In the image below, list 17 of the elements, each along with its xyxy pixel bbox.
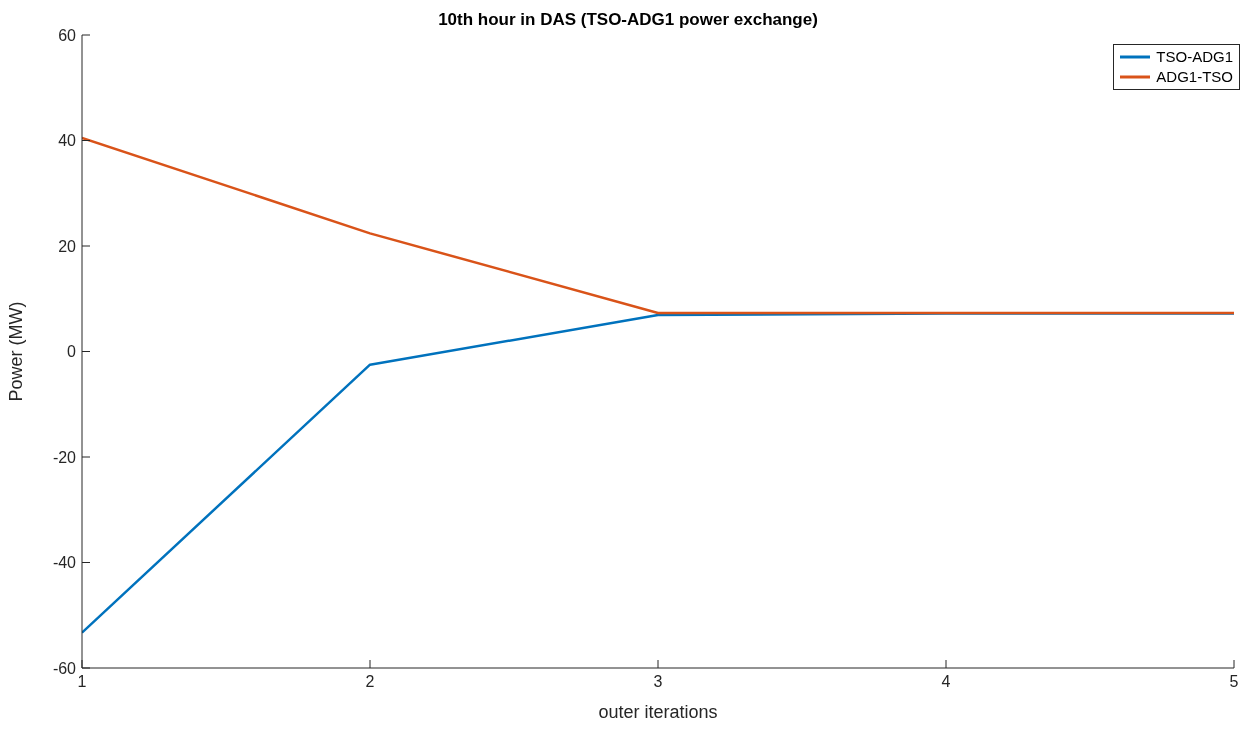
x-axis-title: outer iterations xyxy=(598,702,718,722)
legend-label: ADG1-TSO xyxy=(1156,67,1233,87)
y-tick-label: 40 xyxy=(58,132,77,150)
y-tick-label: 60 xyxy=(58,26,77,44)
x-tick-label: 3 xyxy=(653,673,663,691)
y-tick-label: -20 xyxy=(52,448,77,466)
y-tick-label: -40 xyxy=(52,554,77,572)
x-tick-label: 1 xyxy=(77,673,87,691)
chart-title: 10th hour in DAS (TSO-ADG1 power exchange) xyxy=(438,10,818,29)
x-tick-label: 4 xyxy=(941,673,951,691)
x-tick-label: 5 xyxy=(1229,673,1239,691)
legend-label: TSO-ADG1 xyxy=(1156,47,1233,67)
y-tick-label: -60 xyxy=(52,659,77,677)
y-tick-label: 0 xyxy=(67,343,77,361)
x-tick-label: 2 xyxy=(365,673,375,691)
y-axis-title: Power (MW) xyxy=(6,301,27,402)
y-tick-label: 20 xyxy=(58,237,77,255)
